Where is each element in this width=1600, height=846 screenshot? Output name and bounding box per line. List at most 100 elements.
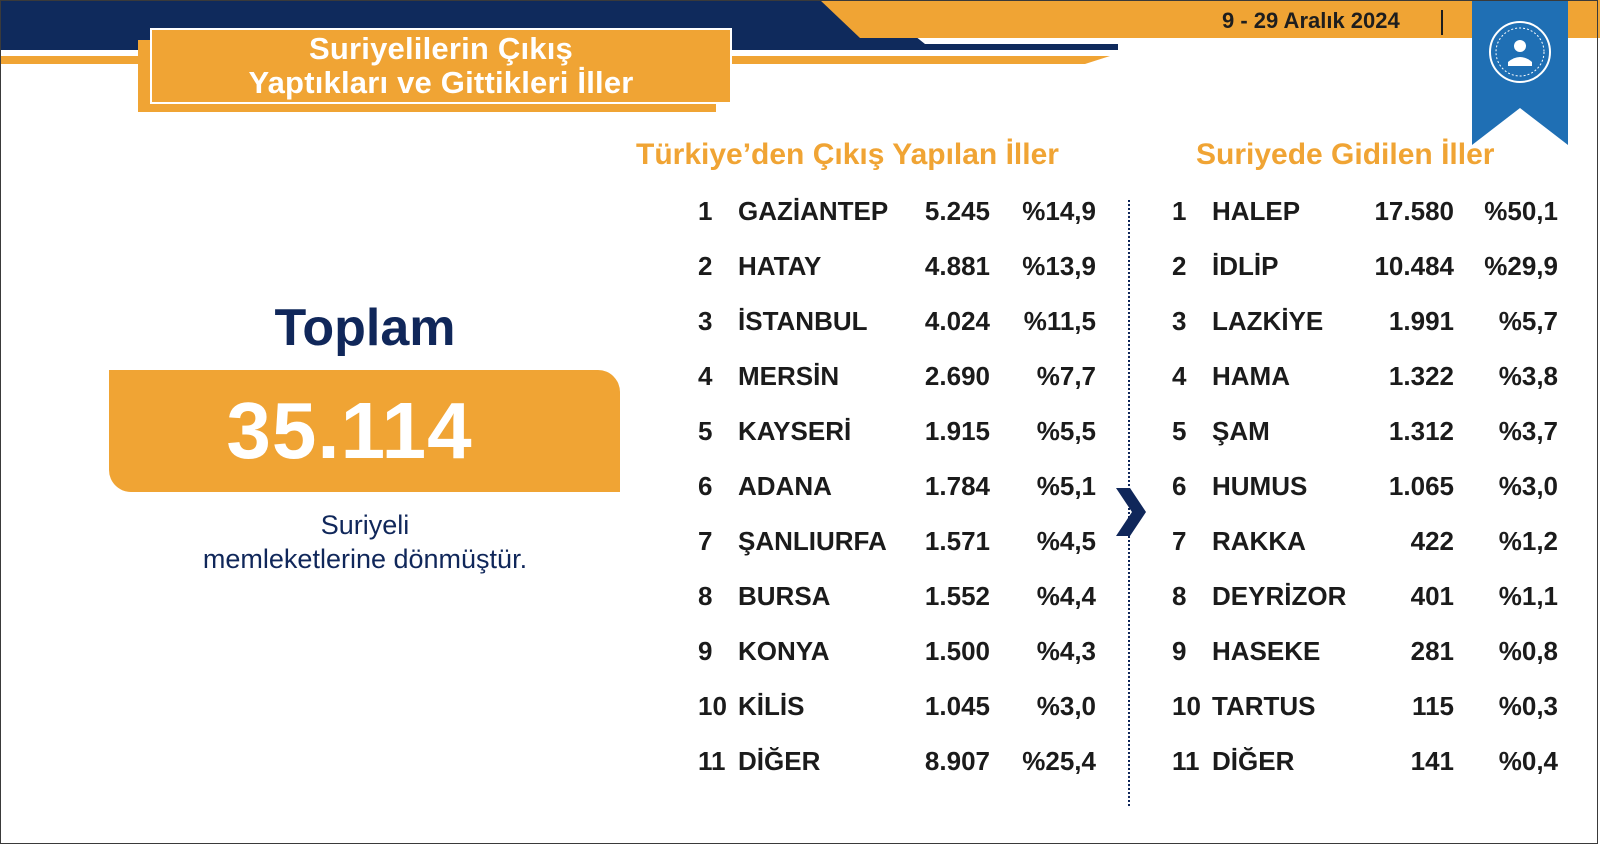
- count: 4.024: [924, 306, 990, 336]
- province-name: ŞAM: [1212, 416, 1270, 446]
- rank: 9: [698, 636, 713, 666]
- count: 401: [1410, 581, 1454, 611]
- count: 17.580: [1374, 196, 1454, 226]
- percentage: %5,7: [1498, 306, 1558, 336]
- count: 281: [1410, 636, 1454, 666]
- province-name: KONYA: [738, 636, 830, 666]
- caption-line-1: Suriyeli: [320, 510, 410, 540]
- rank: 4: [698, 361, 713, 391]
- rank: 7: [698, 526, 713, 556]
- province-name: DİĞER: [1212, 746, 1295, 776]
- percentage: %5,1: [1036, 471, 1096, 501]
- province-name: HATAY: [738, 251, 822, 281]
- percentage: %4,4: [1036, 581, 1096, 611]
- percentage: %25,4: [1022, 746, 1096, 776]
- rank: 3: [1172, 306, 1187, 336]
- page-title: Suriyelilerin Çıkış Yaptıkları ve Gittik…: [150, 28, 732, 104]
- percentage: %0,4: [1498, 746, 1558, 776]
- province-name: KAYSERİ: [738, 416, 852, 446]
- ministry-seal-icon: [1472, 0, 1568, 145]
- province-name: DİĞER: [738, 746, 821, 776]
- date-separator: [1441, 10, 1443, 35]
- percentage: %4,5: [1036, 526, 1096, 556]
- province-name: ADANA: [738, 471, 832, 501]
- province-name: ŞANLIURFA: [738, 526, 887, 556]
- percentage: %3,0: [1498, 471, 1558, 501]
- count: 1.991: [1388, 306, 1454, 336]
- total-value: 35.114: [226, 386, 473, 475]
- count: 4.881: [924, 251, 990, 281]
- percentage: %5,5: [1036, 416, 1096, 446]
- rank: 8: [1172, 581, 1187, 611]
- province-name: HAMA: [1212, 361, 1290, 391]
- province-name: İSTANBUL: [738, 306, 868, 336]
- percentage: %3,8: [1498, 361, 1558, 391]
- count: 1.045: [924, 691, 990, 721]
- province-name: BURSA: [738, 581, 831, 611]
- total-caption: Suriyeli memleketlerine dönmüştür.: [0, 508, 730, 576]
- chevron-right-icon: [1116, 488, 1146, 536]
- title-line-1: Suriyelilerin Çıkış: [309, 31, 573, 66]
- rank: 11: [698, 746, 726, 776]
- count: 10.484: [1374, 251, 1454, 281]
- rank: 11: [1172, 746, 1200, 776]
- percentage: %3,0: [1036, 691, 1096, 721]
- rank: 10: [698, 691, 727, 721]
- count: 5.245: [924, 196, 990, 226]
- rank: 1: [698, 196, 713, 226]
- total-box: 35.114: [109, 370, 620, 492]
- province-name: HALEP: [1212, 196, 1301, 226]
- rank: 10: [1172, 691, 1201, 721]
- total-label: Toplam: [274, 299, 456, 357]
- count: 1.322: [1388, 361, 1454, 391]
- percentage: %13,9: [1022, 251, 1096, 281]
- province-name: LAZKİYE: [1212, 306, 1324, 336]
- rank: 2: [1172, 251, 1187, 281]
- date-range: 9 - 29 Aralık 2024: [1222, 8, 1400, 33]
- percentage: %1,2: [1498, 526, 1558, 556]
- suriye-heading: Suriyede Gidilen İller: [1196, 138, 1495, 171]
- turkiye-heading: Türkiye’den Çıkış Yapılan İller: [636, 138, 1059, 171]
- rank: 6: [1172, 471, 1187, 501]
- province-name: TARTUS: [1212, 691, 1316, 721]
- percentage: %0,8: [1498, 636, 1558, 666]
- rank: 8: [698, 581, 713, 611]
- count: 1.784: [924, 471, 990, 501]
- percentage: %3,7: [1498, 416, 1558, 446]
- province-name: HASEKE: [1212, 636, 1321, 666]
- rank: 9: [1172, 636, 1187, 666]
- province-name: GAZİANTEP: [738, 196, 889, 226]
- count: 1.915: [924, 416, 990, 446]
- province-name: RAKKA: [1212, 526, 1306, 556]
- count: 141: [1410, 746, 1454, 776]
- province-name: DEYRİZOR: [1212, 581, 1347, 611]
- count: 2.690: [924, 361, 990, 391]
- caption-line-2: memleketlerine dönmüştür.: [202, 544, 528, 574]
- count: 1.065: [1388, 471, 1454, 501]
- rank: 1: [1172, 196, 1187, 226]
- percentage: %4,3: [1036, 636, 1096, 666]
- percentage: %29,9: [1484, 251, 1558, 281]
- percentage: %50,1: [1484, 196, 1558, 226]
- percentage: %11,5: [1023, 306, 1096, 336]
- rank: 5: [1172, 416, 1187, 446]
- count: 1.500: [924, 636, 990, 666]
- rank: 4: [1172, 361, 1187, 391]
- percentage: %0,3: [1498, 691, 1558, 721]
- count: 422: [1410, 526, 1454, 556]
- rank: 5: [698, 416, 713, 446]
- percentage: %14,9: [1022, 196, 1096, 226]
- rank: 3: [698, 306, 713, 336]
- count: 1.552: [924, 581, 990, 611]
- rank: 7: [1172, 526, 1187, 556]
- count: 1.312: [1388, 416, 1454, 446]
- province-name: KİLİS: [738, 691, 805, 721]
- rank: 2: [698, 251, 713, 281]
- percentage: %7,7: [1036, 361, 1096, 391]
- count: 1.571: [924, 526, 990, 556]
- count: 115: [1412, 691, 1454, 721]
- province-name: İDLİP: [1212, 251, 1279, 281]
- title-line-2: Yaptıkları ve Gittikleri İller: [248, 65, 634, 100]
- percentage: %1,1: [1498, 581, 1558, 611]
- province-name: HUMUS: [1212, 471, 1308, 501]
